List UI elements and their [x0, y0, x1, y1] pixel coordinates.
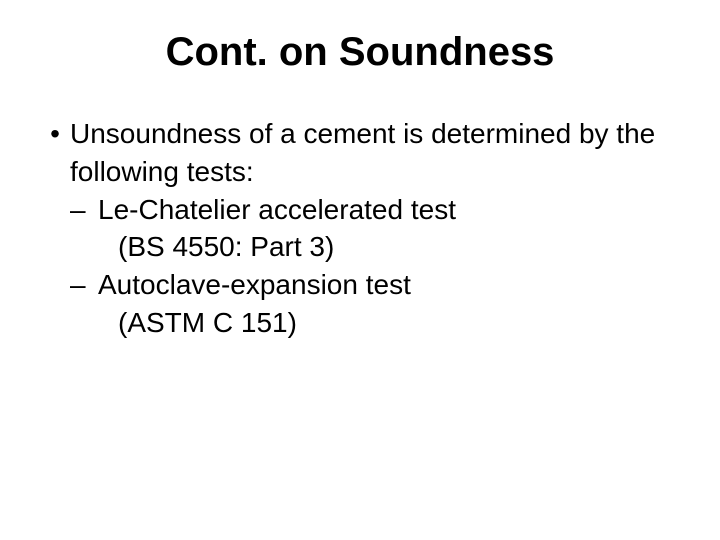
bullet-marker: • [40, 115, 70, 191]
bullet-text: Unsoundness of a cement is determined by… [70, 115, 680, 191]
bullet-level1: • Unsoundness of a cement is determined … [40, 115, 680, 191]
sub-bullet-detail: (BS 4550: Part 3) [118, 228, 680, 266]
sub-bullet-text: Le-Chatelier accelerated test [98, 191, 680, 229]
dash-marker: – [70, 266, 98, 304]
bullet-level2: – Le-Chatelier accelerated test [70, 191, 680, 229]
slide: Cont. on Soundness • Unsoundness of a ce… [0, 0, 720, 540]
sub-bullet-detail: (ASTM C 151) [118, 304, 680, 342]
dash-marker: – [70, 191, 98, 229]
sub-bullet-text: Autoclave-expansion test [98, 266, 680, 304]
slide-title: Cont. on Soundness [40, 30, 680, 75]
bullet-level2: – Autoclave-expansion test [70, 266, 680, 304]
slide-body: • Unsoundness of a cement is determined … [40, 115, 680, 342]
